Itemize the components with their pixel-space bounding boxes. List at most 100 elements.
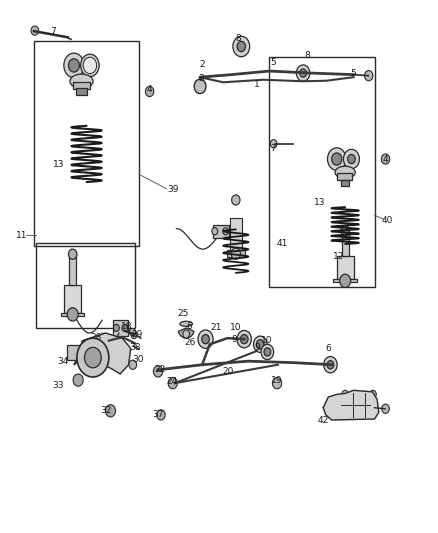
Bar <box>337 173 352 180</box>
Text: 9: 9 <box>231 335 237 344</box>
Circle shape <box>364 70 373 81</box>
Text: 13: 13 <box>53 160 64 168</box>
Text: 19: 19 <box>271 376 283 385</box>
Text: 5: 5 <box>270 58 276 67</box>
Circle shape <box>343 149 360 169</box>
Wedge shape <box>178 328 194 338</box>
Circle shape <box>324 357 337 373</box>
Text: 34: 34 <box>58 357 69 366</box>
Bar <box>342 231 349 256</box>
Circle shape <box>81 54 99 77</box>
Circle shape <box>131 332 137 338</box>
Circle shape <box>342 390 349 399</box>
Circle shape <box>73 374 83 386</box>
Bar <box>73 82 90 90</box>
Circle shape <box>113 324 119 332</box>
Circle shape <box>332 153 342 165</box>
Text: 6: 6 <box>187 322 192 331</box>
Bar <box>113 320 128 336</box>
Circle shape <box>153 366 162 377</box>
Circle shape <box>129 360 137 369</box>
Circle shape <box>254 336 267 352</box>
Circle shape <box>212 228 218 235</box>
Text: 4: 4 <box>382 155 388 164</box>
Circle shape <box>157 410 165 420</box>
Bar <box>69 254 76 285</box>
Bar <box>77 88 87 94</box>
Bar <box>36 244 135 328</box>
Circle shape <box>382 404 389 414</box>
Text: 41: 41 <box>276 239 288 248</box>
Text: 4: 4 <box>147 85 152 94</box>
Ellipse shape <box>335 166 355 179</box>
Text: 33: 33 <box>53 381 64 390</box>
Circle shape <box>83 57 97 74</box>
Text: 13: 13 <box>314 198 326 207</box>
Circle shape <box>223 228 229 235</box>
Text: 8: 8 <box>304 51 310 60</box>
Text: 24: 24 <box>166 377 177 386</box>
Bar <box>64 285 81 312</box>
Bar <box>333 279 357 282</box>
Text: 25: 25 <box>177 309 189 318</box>
Polygon shape <box>323 390 379 420</box>
Circle shape <box>237 42 245 52</box>
Bar <box>226 250 245 257</box>
Circle shape <box>237 330 251 348</box>
Circle shape <box>327 361 334 369</box>
Bar <box>213 224 229 238</box>
Text: 6: 6 <box>325 344 331 353</box>
Text: 39: 39 <box>167 185 179 194</box>
Circle shape <box>256 340 264 349</box>
Polygon shape <box>74 333 131 374</box>
Ellipse shape <box>180 321 193 326</box>
Text: 12: 12 <box>333 252 345 261</box>
Ellipse shape <box>70 74 93 88</box>
Circle shape <box>264 348 271 356</box>
Text: 10: 10 <box>261 336 273 345</box>
Circle shape <box>77 338 109 377</box>
Bar <box>61 312 85 316</box>
Circle shape <box>370 390 376 399</box>
Text: 37: 37 <box>153 410 164 419</box>
Circle shape <box>68 59 79 72</box>
Circle shape <box>202 335 209 344</box>
Circle shape <box>168 377 177 389</box>
Circle shape <box>68 249 77 260</box>
Bar <box>67 345 84 360</box>
Text: 20: 20 <box>223 367 234 376</box>
Circle shape <box>130 328 135 336</box>
Bar <box>34 42 139 246</box>
Text: 18: 18 <box>121 322 132 332</box>
Circle shape <box>67 308 78 321</box>
Circle shape <box>261 344 274 360</box>
Text: 1: 1 <box>254 80 260 90</box>
Bar <box>340 180 349 185</box>
Text: 30: 30 <box>133 355 144 364</box>
Circle shape <box>232 195 240 205</box>
Text: 5: 5 <box>351 69 357 78</box>
Circle shape <box>381 154 390 164</box>
Text: 8: 8 <box>235 34 241 43</box>
Circle shape <box>300 69 307 77</box>
Text: 40: 40 <box>381 216 393 225</box>
Bar <box>269 56 374 287</box>
Circle shape <box>85 348 101 368</box>
Circle shape <box>86 60 94 70</box>
Text: 7: 7 <box>50 27 56 36</box>
Circle shape <box>198 330 213 349</box>
Circle shape <box>270 140 277 148</box>
Circle shape <box>183 330 190 338</box>
Text: 21: 21 <box>210 324 221 333</box>
Text: 26: 26 <box>185 338 196 347</box>
Circle shape <box>122 324 128 332</box>
Text: 9: 9 <box>254 343 260 352</box>
Circle shape <box>231 248 240 260</box>
Bar <box>230 218 242 251</box>
Circle shape <box>240 335 248 344</box>
Circle shape <box>64 53 84 78</box>
Circle shape <box>341 225 350 236</box>
Circle shape <box>106 405 116 417</box>
Circle shape <box>145 86 154 96</box>
Text: 28: 28 <box>91 333 102 342</box>
